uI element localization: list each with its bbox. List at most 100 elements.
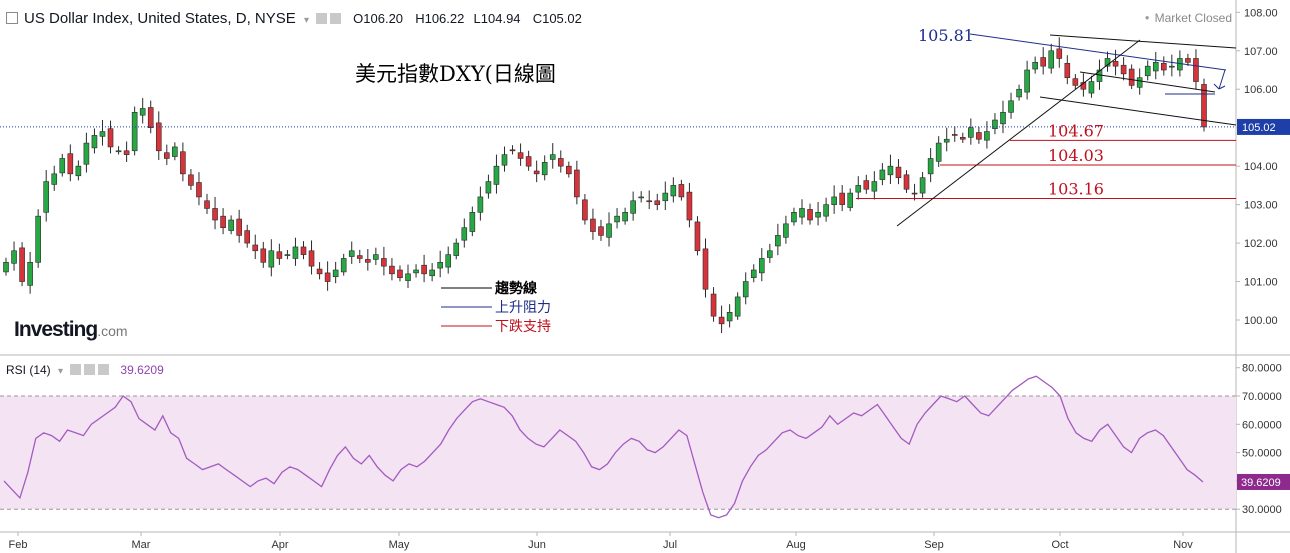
resistance-value-label: 105.81 bbox=[918, 26, 974, 45]
rsi-header: RSI (14) ▾ 39.6209 bbox=[6, 363, 164, 377]
time-tick-label: Aug bbox=[786, 539, 806, 551]
candle bbox=[670, 177, 677, 203]
time-tick-label: Apr bbox=[271, 539, 288, 551]
candle-body bbox=[694, 221, 701, 252]
candle bbox=[1088, 75, 1095, 98]
dropdown-icon[interactable]: ▾ bbox=[303, 15, 309, 26]
candle-body bbox=[356, 255, 363, 259]
candle bbox=[871, 171, 878, 200]
candle bbox=[992, 113, 998, 135]
candle-body bbox=[734, 296, 741, 317]
candle-body bbox=[1152, 62, 1159, 72]
candle bbox=[839, 185, 845, 212]
candle-body bbox=[260, 248, 267, 263]
candle-body bbox=[1169, 65, 1175, 68]
candle-body bbox=[951, 134, 958, 136]
candle-body bbox=[839, 192, 845, 205]
price-tick-label: 103.00 bbox=[1244, 200, 1278, 212]
market-status: Market Closed bbox=[1145, 11, 1232, 25]
rsi-settings-icon[interactable] bbox=[70, 364, 82, 375]
rsi-dropdown-icon[interactable]: ▾ bbox=[58, 366, 64, 377]
candle-body bbox=[525, 156, 532, 167]
symbol-title[interactable]: US Dollar Index, United States, D, NYSE bbox=[24, 10, 296, 27]
rsi-tick-label: 80.0000 bbox=[1242, 363, 1282, 375]
price-tick-label: 102.00 bbox=[1244, 238, 1278, 250]
candle-body bbox=[557, 158, 564, 167]
collapse-icon[interactable] bbox=[6, 12, 18, 24]
candle bbox=[1048, 43, 1055, 74]
candle bbox=[11, 241, 17, 271]
rsi-tick-label: 70.0000 bbox=[1242, 391, 1282, 403]
candle-body bbox=[758, 258, 765, 274]
candle bbox=[236, 209, 242, 243]
candle bbox=[815, 201, 821, 226]
candle bbox=[123, 141, 130, 163]
candle bbox=[373, 247, 379, 265]
candle bbox=[1136, 68, 1143, 95]
candle bbox=[340, 253, 347, 276]
candle bbox=[533, 160, 540, 183]
time-tick-label: Jul bbox=[663, 539, 677, 551]
settings-icon[interactable] bbox=[315, 13, 327, 24]
resistance-line bbox=[969, 33, 1227, 71]
candle bbox=[485, 174, 492, 199]
candle bbox=[139, 98, 146, 124]
visibility-icon[interactable] bbox=[329, 13, 341, 24]
candle-body bbox=[1136, 77, 1143, 88]
candle bbox=[244, 224, 251, 248]
candle-body bbox=[405, 273, 411, 281]
candle-body bbox=[164, 152, 170, 159]
candle-body bbox=[1000, 112, 1006, 125]
candle bbox=[493, 154, 500, 194]
candle bbox=[959, 132, 966, 143]
candle bbox=[67, 144, 74, 182]
price-tick-label: 106.00 bbox=[1244, 84, 1278, 96]
candle bbox=[927, 148, 934, 183]
candle-body bbox=[469, 212, 476, 232]
candle-body bbox=[943, 138, 950, 143]
candle bbox=[381, 246, 387, 276]
rsi-close-icon[interactable] bbox=[98, 364, 110, 375]
candle-body bbox=[517, 152, 524, 159]
candle-body bbox=[123, 150, 130, 155]
rsi-label[interactable]: RSI (14) bbox=[6, 363, 51, 377]
candle bbox=[1160, 56, 1167, 76]
rsi-visibility-icon[interactable] bbox=[84, 364, 96, 375]
candle-body bbox=[180, 151, 186, 175]
candle bbox=[1169, 54, 1175, 77]
candle-body bbox=[702, 248, 709, 290]
candle-body bbox=[863, 180, 870, 190]
candle bbox=[397, 265, 403, 282]
candle bbox=[606, 212, 612, 247]
candle-body bbox=[332, 269, 339, 278]
candle-body bbox=[59, 158, 66, 174]
candle-body bbox=[373, 254, 379, 260]
candle bbox=[212, 196, 218, 230]
candle bbox=[188, 169, 194, 191]
candle-body bbox=[807, 209, 813, 221]
candle bbox=[911, 183, 918, 201]
candle-body bbox=[316, 268, 323, 275]
candle bbox=[147, 100, 154, 134]
candle-body bbox=[493, 165, 500, 185]
candle bbox=[686, 182, 693, 228]
rsi-value: 39.6209 bbox=[120, 363, 164, 377]
time-tick-label: Nov bbox=[1173, 539, 1193, 551]
symbol-header: US Dollar Index, United States, D, NYSE … bbox=[6, 10, 582, 27]
candle bbox=[332, 261, 339, 284]
last-price-tag bbox=[1237, 118, 1290, 135]
candle-body bbox=[1072, 78, 1079, 86]
candle-body bbox=[485, 181, 492, 194]
candle bbox=[984, 121, 990, 149]
candle-body bbox=[678, 184, 685, 198]
price-tick-label: 108.00 bbox=[1244, 7, 1278, 19]
candle bbox=[83, 132, 90, 173]
candle-body bbox=[244, 230, 251, 244]
candle bbox=[469, 206, 476, 237]
candle bbox=[582, 194, 588, 225]
candle bbox=[51, 165, 58, 191]
candle bbox=[574, 160, 580, 205]
candle-body bbox=[501, 154, 508, 166]
candle bbox=[35, 209, 41, 268]
